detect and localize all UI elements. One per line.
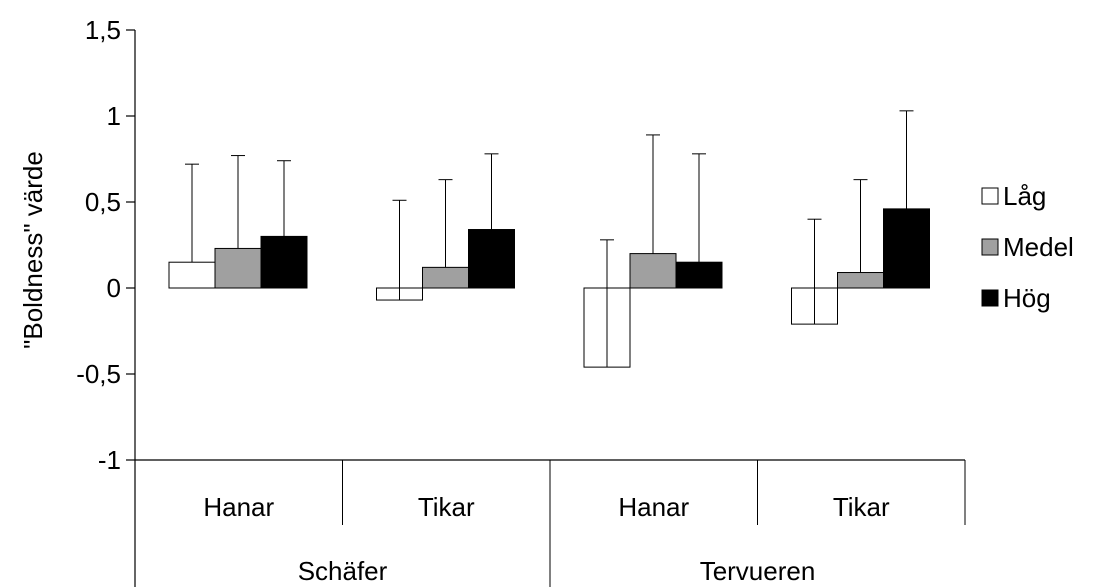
legend-swatch [981,238,999,256]
bars [168,208,930,368]
bar-Medel-3 [837,272,884,289]
bar-Medel-2 [629,253,677,289]
y-tick-label: 0,5 [85,187,121,217]
bar-Hög-2 [675,261,723,289]
bar-Hög-1 [468,229,515,289]
x-category-label: Tikar [418,492,475,522]
y-tick-label: 1,5 [85,15,121,45]
y-tick-label: -1 [98,445,121,475]
x-category-label: Hanar [618,492,689,522]
bar-Låg-0 [168,261,216,289]
y-axis: 1,5 1 0,5 0 -0,5 -1 [76,15,136,587]
legend: Låg Medel Hög [981,181,1074,313]
x-group-label: Tervueren [700,556,816,586]
x-category-label: Hanar [203,492,274,522]
legend-swatch [981,289,999,307]
legend-label: Medel [1003,232,1074,262]
bar-Medel-1 [422,266,469,289]
x-category-label: Tikar [833,492,890,522]
bar-Hög-3 [883,208,930,289]
y-tick-label: 0 [107,273,121,303]
legend-label: Låg [1003,181,1046,211]
y-tick-label: 1 [107,101,121,131]
bar-Hög-0 [260,235,308,289]
bar-Medel-0 [214,247,262,289]
x-group-label: Schäfer [298,556,388,586]
error-bars [185,110,914,368]
y-tick-label: -0,5 [76,359,121,389]
legend-swatch [981,187,999,205]
y-axis-title: "Boldness" värde [18,151,48,349]
x-axis: Hanar Tikar Hanar Tikar Schäfer Tervueren [135,459,966,587]
legend-label: Hög [1003,283,1051,313]
